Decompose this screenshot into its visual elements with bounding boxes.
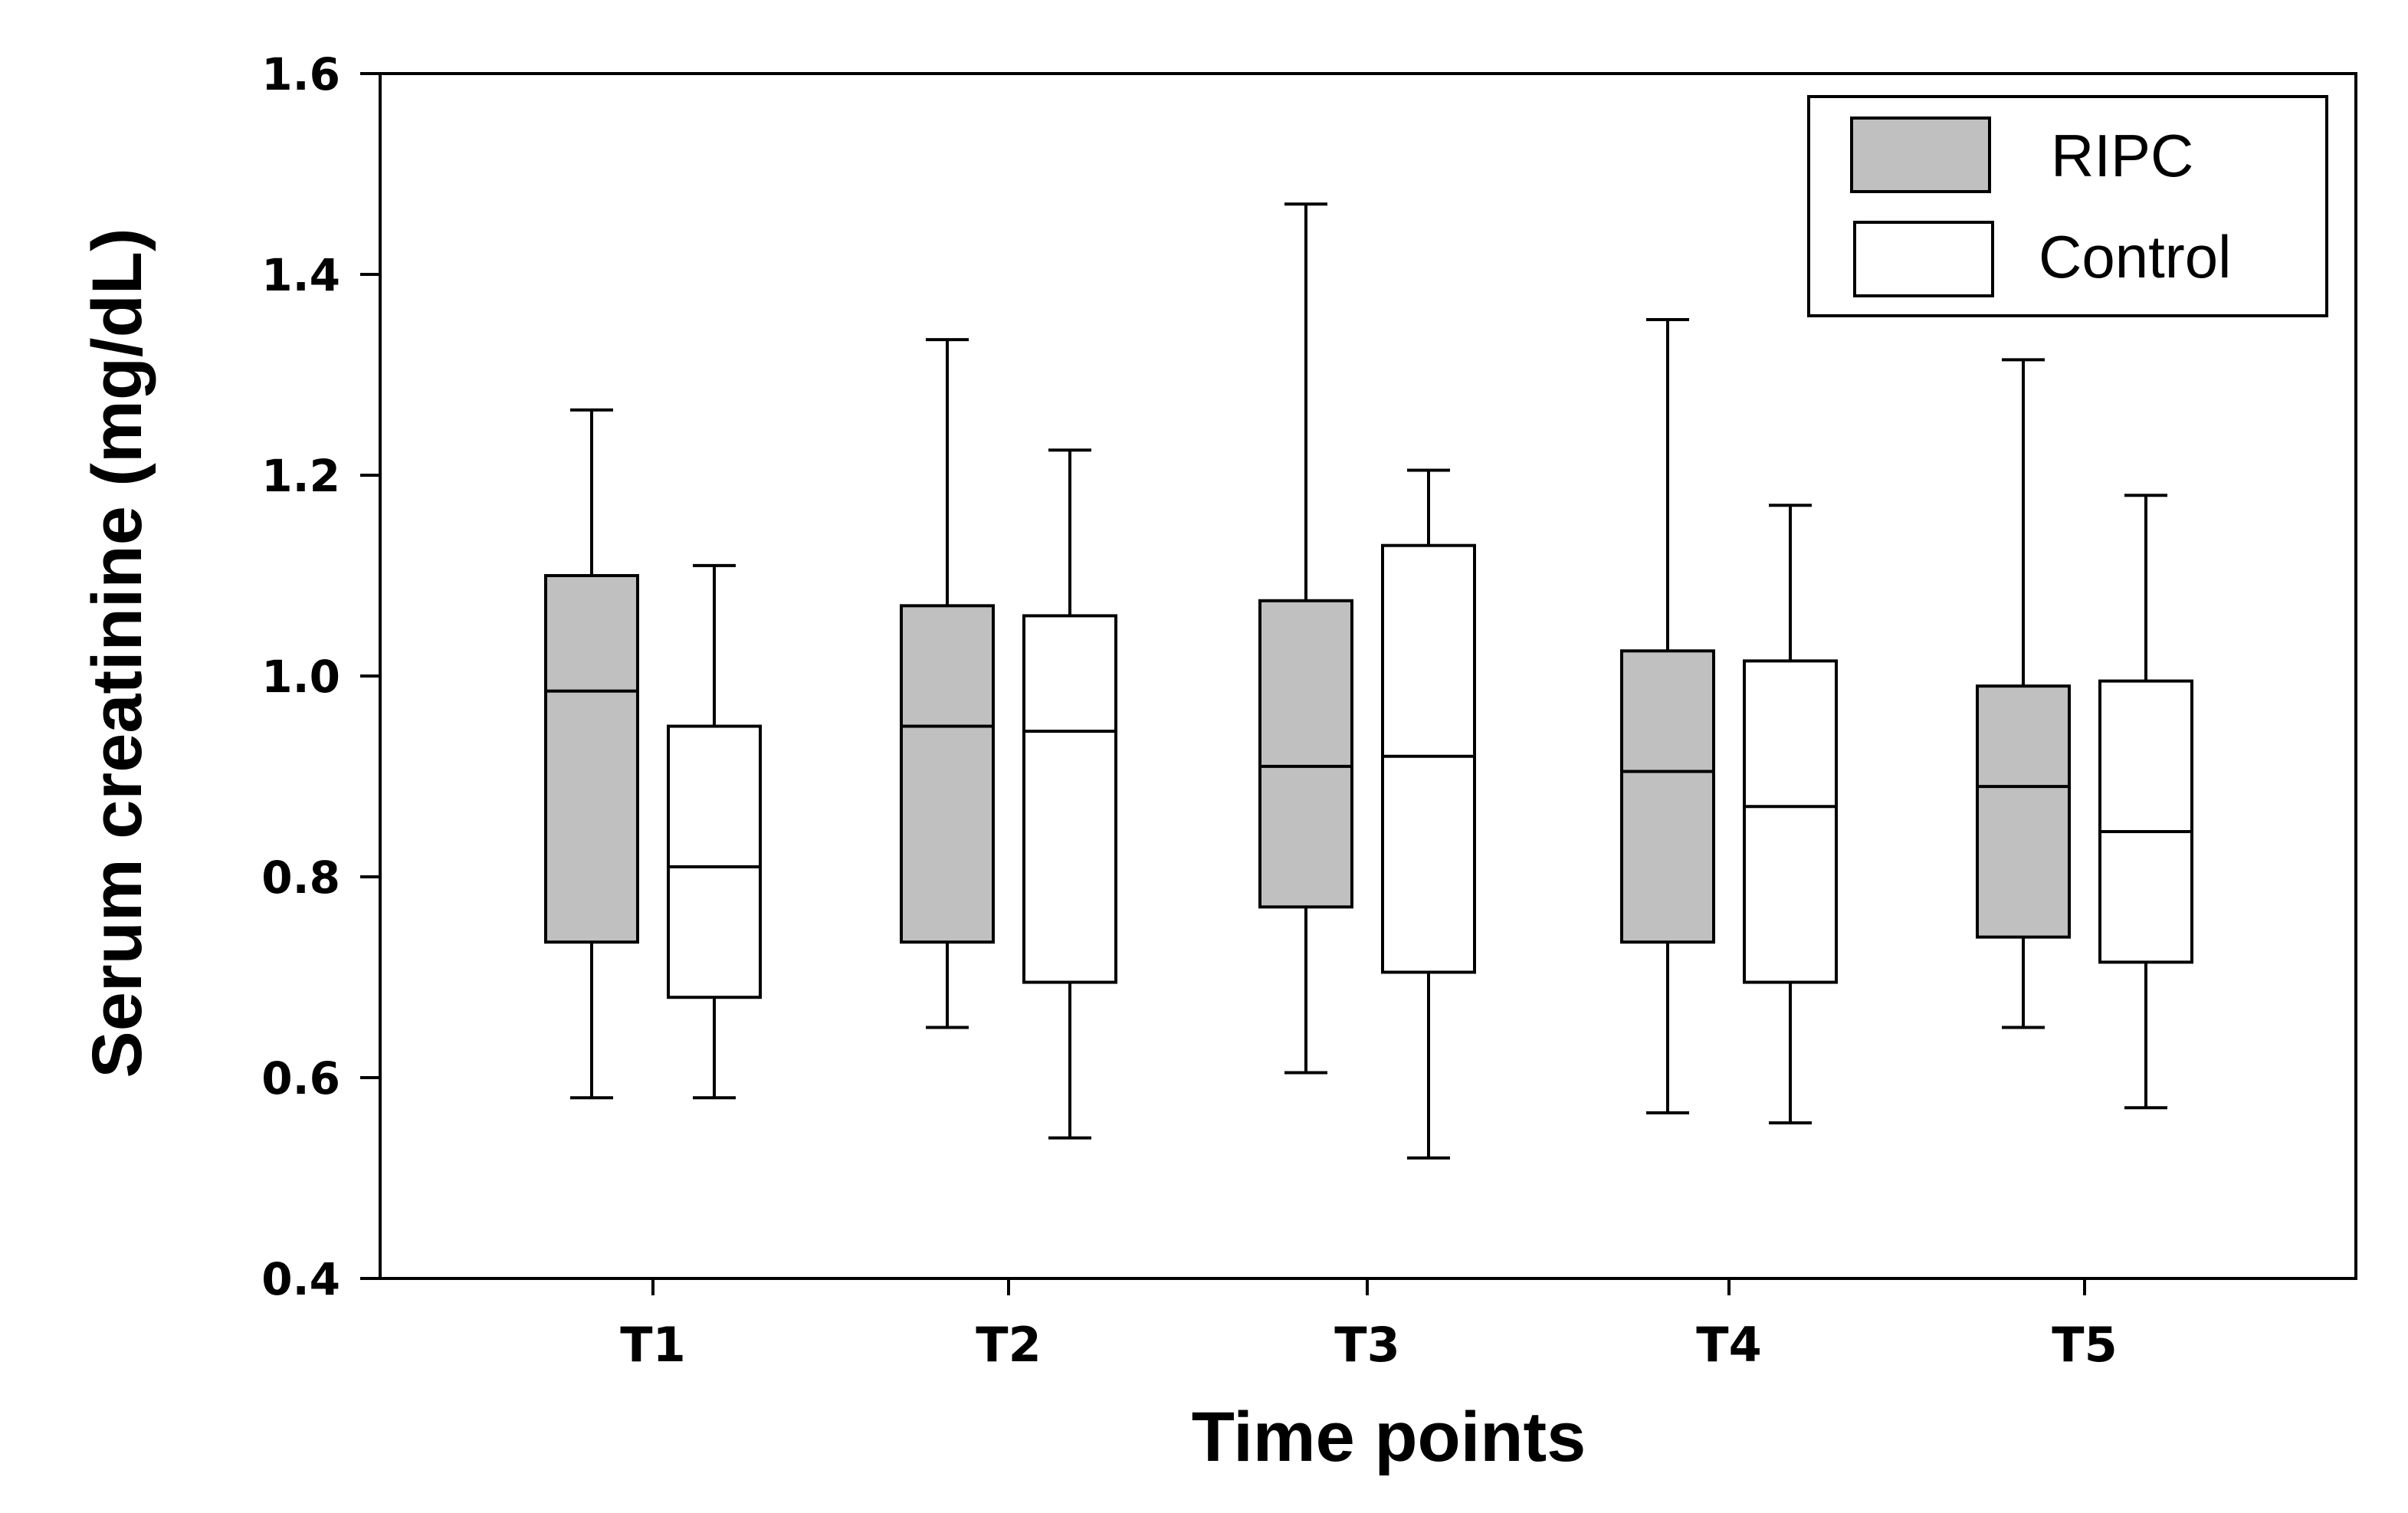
y-tick-label: 1.0 — [261, 651, 340, 703]
box-iqr — [900, 604, 995, 944]
y-axis: 0.4 0.6 0.8 1.0 1.2 1.4 1.6 — [261, 48, 380, 1305]
box-ripc-t3 — [1258, 202, 1353, 1075]
box-ripc-t1 — [544, 408, 639, 1100]
y-tick-label: 0.6 — [261, 1052, 340, 1104]
box-control-t1 — [667, 563, 762, 1100]
legend-swatch-ripc — [1850, 117, 1991, 193]
box-iqr — [1620, 649, 1715, 944]
box-control-t2 — [1022, 448, 1117, 1140]
y-tick-label: 1.6 — [261, 48, 340, 100]
box-iqr — [2098, 679, 2193, 964]
x-tick-label: T3 — [1334, 1317, 1399, 1373]
y-tick-label: 0.8 — [261, 852, 340, 904]
box-iqr — [667, 724, 762, 999]
box-iqr — [1743, 659, 1838, 984]
box-control-t3 — [1381, 468, 1476, 1160]
y-tick-label: 1.4 — [261, 249, 340, 301]
y-tick-label: 1.2 — [261, 450, 340, 502]
legend-label-control: Control — [2039, 223, 2231, 290]
x-tick-label: T2 — [976, 1317, 1041, 1373]
legend-swatch-control — [1853, 221, 1994, 297]
legend: RIPC Control — [1807, 95, 2328, 317]
box-iqr — [1258, 599, 1353, 909]
box-iqr — [544, 574, 639, 944]
legend-label-ripc: RIPC — [2051, 122, 2193, 189]
box-ripc-t4 — [1620, 317, 1715, 1114]
x-tick-label: T1 — [620, 1317, 685, 1373]
x-axis-title: Time points — [1192, 1398, 1586, 1476]
y-tick-label: 0.4 — [261, 1253, 340, 1305]
box-plots — [544, 202, 2193, 1160]
box-ripc-t2 — [900, 338, 995, 1029]
box-iqr — [1022, 614, 1117, 984]
box-iqr — [1976, 684, 2071, 939]
x-tick-label: T5 — [2052, 1317, 2117, 1373]
box-control-t4 — [1743, 504, 1838, 1124]
y-axis-title: Serum creatinine (mg/dL) — [78, 228, 156, 1078]
box-control-t5 — [2098, 494, 2193, 1110]
box-ripc-t5 — [1976, 358, 2071, 1029]
box-iqr — [1381, 543, 1476, 974]
x-axis: T1 T2 T3 T4 T5 — [620, 1278, 2118, 1373]
x-tick-label: T4 — [1696, 1317, 1761, 1373]
